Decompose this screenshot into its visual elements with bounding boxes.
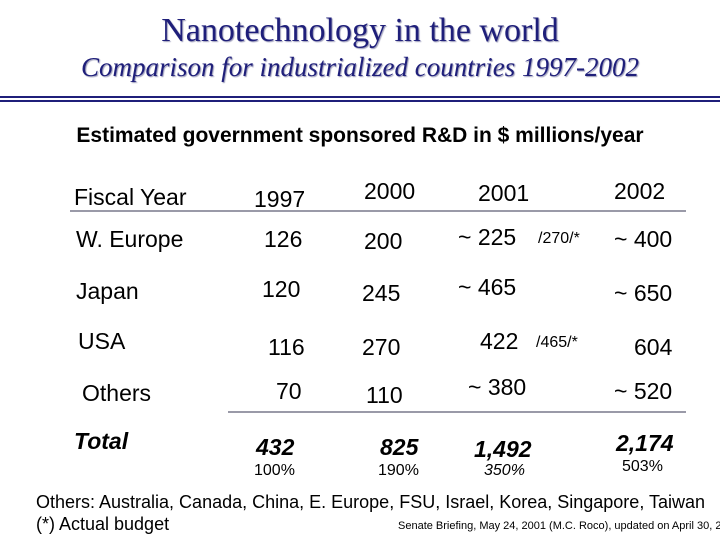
percent-1997: 100%: [254, 462, 295, 479]
others-2002: ~ 520: [614, 378, 673, 404]
usa-2002: 604: [634, 334, 673, 360]
year-2002: 2002: [614, 178, 666, 204]
others-note: Others: Australia, Canada, China, E. Eur…: [36, 492, 706, 512]
percent-2000: 190%: [378, 462, 419, 479]
w-europe-2000: 200: [364, 228, 403, 254]
year-2000: 2000: [364, 178, 416, 204]
row-label-total: Total: [74, 428, 129, 454]
w-europe-2002: ~ 400: [614, 226, 673, 252]
actual-budget-note: (*) Actual budget: [36, 514, 170, 534]
slide-title: Nanotechnology in the world: [161, 12, 559, 49]
title-rule: [0, 96, 720, 102]
japan-2001: ~ 465: [458, 274, 517, 300]
japan-2000: 245: [362, 280, 401, 306]
percent-2001: 350%: [484, 462, 525, 479]
row-label-others: Others: [82, 380, 152, 406]
total-2000: 825: [380, 434, 419, 460]
slide-subtitle: Comparison for industrialized countries …: [80, 52, 640, 82]
total-rule: [228, 411, 686, 413]
others-2001: ~ 380: [468, 374, 527, 400]
japan-2002: ~ 650: [614, 280, 673, 306]
usa-2001: 422: [480, 328, 519, 354]
total-2002: 2,174: [616, 430, 674, 456]
fiscal-year-label: Fiscal Year: [74, 184, 187, 210]
year-1997: 1997: [254, 186, 306, 212]
row-label-w-europe: W. Europe: [76, 226, 184, 252]
others-2000: 110: [366, 382, 403, 408]
total-2001: 1,492: [474, 436, 532, 462]
table-heading: Estimated government sponsored R&D in $ …: [76, 124, 644, 147]
usa-2000: 270: [362, 334, 401, 360]
row-label-japan: Japan: [76, 278, 139, 304]
percent-2002: 503%: [622, 458, 663, 475]
usa-1997: 116: [268, 334, 305, 360]
total-1997: 432: [256, 434, 295, 460]
w-europe-2001-actual: /270/*: [538, 230, 580, 247]
others-1997: 70: [276, 378, 302, 404]
w-europe-1997: 126: [264, 226, 303, 252]
usa-2001-actual: /465/*: [536, 334, 578, 351]
japan-1997: 120: [262, 276, 301, 302]
year-2001: 2001: [478, 180, 530, 206]
header-rule: [70, 210, 686, 212]
w-europe-2001: ~ 225: [458, 224, 517, 250]
row-label-usa: USA: [78, 328, 126, 354]
source-credit: Senate Briefing, May 24, 2001 (M.C. Roco…: [398, 520, 720, 532]
